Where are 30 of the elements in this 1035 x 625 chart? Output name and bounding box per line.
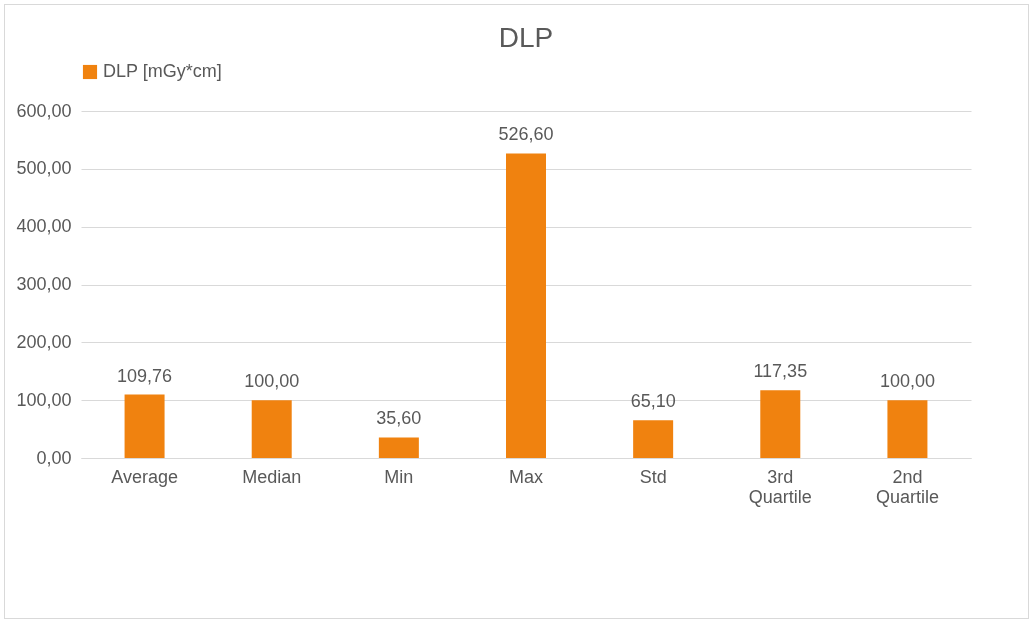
bar bbox=[378, 437, 419, 458]
y-tick-label: 200,00 bbox=[16, 331, 72, 352]
data-label: 35,60 bbox=[376, 408, 422, 429]
x-tick-label: 2nd Quartile bbox=[875, 466, 939, 507]
y-tick-label: 400,00 bbox=[16, 216, 72, 237]
x-tick-label: Min bbox=[384, 466, 414, 487]
chart-title: DLP bbox=[498, 22, 554, 53]
y-tick-label: 300,00 bbox=[16, 274, 72, 294]
data-label: 100,00 bbox=[244, 371, 300, 392]
data-label: 526,60 bbox=[498, 124, 554, 145]
data-label: 100,00 bbox=[879, 371, 935, 392]
x-tick-label: Max bbox=[508, 466, 544, 487]
bar bbox=[124, 394, 165, 458]
x-tick-label: Std bbox=[639, 466, 667, 487]
y-tick-label: 0,00 bbox=[36, 447, 72, 468]
x-tick-label: 3rd Quartile bbox=[748, 466, 812, 507]
x-tick-label: Median bbox=[242, 466, 302, 487]
bar bbox=[633, 420, 674, 458]
data-label: 117,35 bbox=[753, 361, 808, 382]
x-tick-label: Average bbox=[111, 466, 178, 487]
y-tick-label: 100,00 bbox=[16, 389, 72, 410]
data-label: 109,76 bbox=[117, 365, 173, 386]
bar bbox=[887, 400, 928, 458]
bar bbox=[760, 390, 801, 458]
y-tick-label: 500,00 bbox=[16, 158, 72, 179]
data-label: 65,10 bbox=[630, 391, 676, 412]
bar bbox=[251, 400, 292, 458]
y-tick-label: 600,00 bbox=[16, 100, 72, 121]
legend-label: DLP [mGy*cm] bbox=[103, 61, 222, 81]
bar bbox=[506, 153, 546, 458]
